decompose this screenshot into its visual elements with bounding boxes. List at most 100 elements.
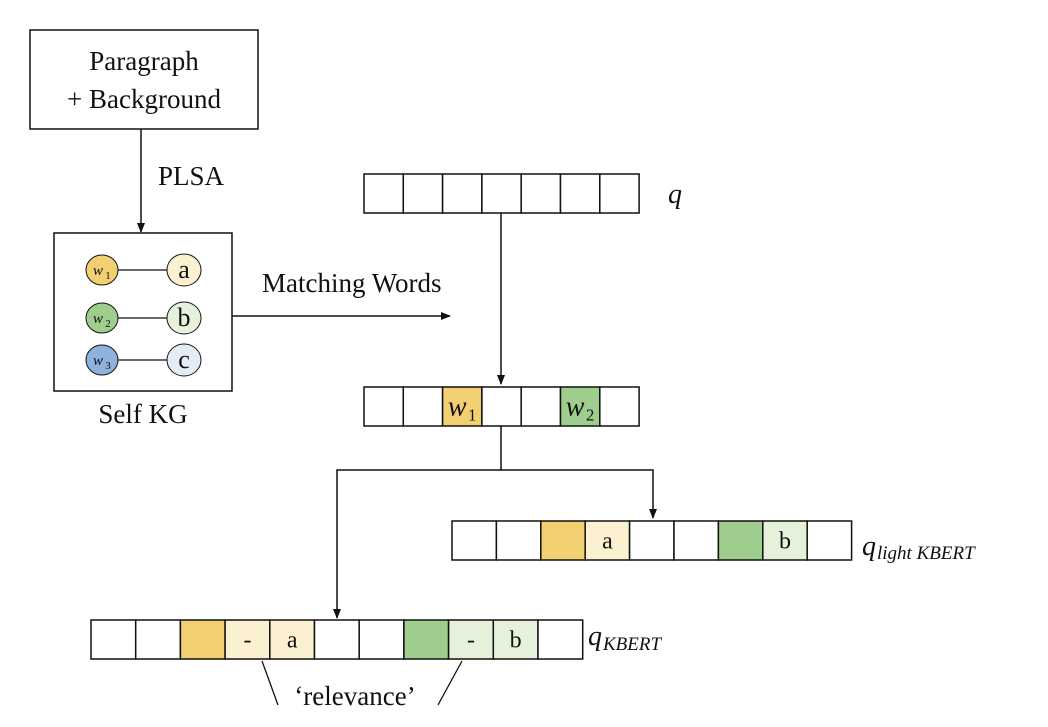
q-token-cell-box	[520, 173, 562, 214]
light-kbert-token-cell-text: b	[779, 529, 791, 555]
kbert-token-cell-box	[134, 619, 182, 660]
kbert-token-cell-box	[358, 619, 405, 660]
kbert-token-cell-text: -	[467, 628, 475, 654]
light-kbert-token-cell: b	[762, 520, 808, 561]
q-token-cell	[481, 173, 522, 214]
kbert-token-cell	[179, 619, 226, 660]
matched-token-cell	[363, 386, 405, 427]
light-kbert-token-cell	[451, 520, 498, 561]
matched-token-cell-box	[520, 386, 562, 427]
kg-knowledge-node-label: c	[178, 345, 190, 374]
kbert-token-cell-box	[224, 619, 271, 660]
matched-token-cell	[402, 386, 444, 427]
to-kbert-arrow	[333, 469, 501, 619]
kbert-token-cell: -	[224, 619, 271, 660]
q-token-cell-box	[481, 173, 522, 214]
q-token-cell-box	[402, 173, 444, 214]
matching-label: Matching Words	[262, 268, 442, 298]
q-label: q	[668, 179, 682, 210]
kg-word-node	[85, 302, 119, 334]
q-token-cell	[363, 173, 405, 214]
kbert-token-cell	[537, 619, 584, 660]
kbert-token-cell: -	[447, 619, 495, 660]
source-box-line1: Paragraph	[89, 46, 199, 76]
q-token-cell	[599, 173, 640, 214]
matched-token-cell-subscript: 1	[468, 406, 477, 425]
light-kbert-token-cell	[540, 520, 586, 561]
kbert-token-cell-box	[179, 619, 226, 660]
kg-word-node-label: w	[93, 353, 103, 369]
kbert-token-cell-text: b	[510, 628, 522, 654]
self-kg-caption: Self KG	[98, 399, 187, 429]
light-kbert-token-cell-box	[495, 520, 542, 561]
kbert-token-cell-box	[492, 619, 539, 660]
kg-word-node-label: w	[93, 311, 103, 327]
kbert-token-cell: b	[492, 619, 539, 660]
q-token-cell-box	[363, 173, 405, 214]
light-kbert-label-main: q	[862, 531, 876, 562]
light-kbert-token-cell-text: a	[602, 529, 613, 555]
matched-token-cell-box	[402, 386, 444, 427]
kbert-token-cell	[313, 619, 360, 660]
kg-word-node	[85, 254, 119, 286]
kg-word-node	[85, 344, 119, 376]
q-token-cell-box	[599, 173, 640, 214]
matched-token-cell-box	[441, 386, 483, 427]
q-sequence	[363, 173, 640, 214]
matched-token-cell-box	[363, 386, 405, 427]
kbert-label-sub: KBERT	[602, 634, 662, 655]
kg-knowledge-node-label: b	[178, 303, 191, 332]
kg-knowledge-node	[166, 253, 202, 287]
matched-token-cell-text: w	[566, 392, 585, 423]
kbert-token-cell	[358, 619, 405, 660]
kbert-token-cell	[403, 619, 450, 660]
light-kbert-token-cell-box	[451, 520, 498, 561]
matched-token-cell	[520, 386, 562, 427]
matched-token-cell-text: w	[448, 392, 467, 423]
kg-word-node-label: w	[93, 263, 103, 279]
matched-token-cell-subscript: 2	[586, 406, 595, 425]
light-kbert-label-sub: light KBERT	[877, 543, 976, 564]
q-token-cell	[402, 173, 444, 214]
relevance-label: ‘relevance’	[294, 681, 415, 711]
kbert-token-cell	[134, 619, 182, 660]
light-kbert-token-cell	[673, 520, 720, 561]
kg-word-node-subscript: 3	[105, 360, 111, 372]
light-kbert-token-cell-box	[717, 520, 764, 561]
light-kbert-token-cell-box	[540, 520, 586, 561]
light-kbert-token-cell-box	[762, 520, 808, 561]
kg-knowledge-node	[166, 343, 202, 377]
q-token-cell	[559, 173, 601, 214]
plsa-label: PLSA	[158, 161, 225, 191]
kbert-token-cell-box	[403, 619, 450, 660]
kg-knowledge-node-label: a	[178, 255, 190, 284]
light-kbert-token-cell	[717, 520, 764, 561]
matched-token-cell-box	[481, 386, 522, 427]
kbert-token-cell	[90, 619, 137, 660]
light-kbert-token-cell: a	[584, 520, 631, 561]
relevance-pointer-left	[261, 660, 279, 706]
matched-token-cell-box	[599, 386, 640, 427]
kbert-sequence: -a-b	[90, 619, 584, 660]
relevance-pointer-right	[437, 660, 463, 706]
kg-word-node-subscript: 2	[105, 318, 111, 330]
kg-knowledge-node	[166, 301, 202, 335]
q-token-cell-box	[559, 173, 601, 214]
source-box-line2: + Background	[67, 84, 221, 114]
kbert-token-cell-box	[537, 619, 584, 660]
q-token-cell-box	[441, 173, 483, 214]
kbert-token-cell-box	[269, 619, 316, 660]
kbert-label: q KBERT	[588, 621, 662, 655]
light-kbert-token-cell-box	[673, 520, 720, 561]
kbert-token-cell-box	[90, 619, 137, 660]
light-kbert-token-cell-box	[628, 520, 675, 561]
source-box: Paragraph + Background	[29, 29, 259, 130]
